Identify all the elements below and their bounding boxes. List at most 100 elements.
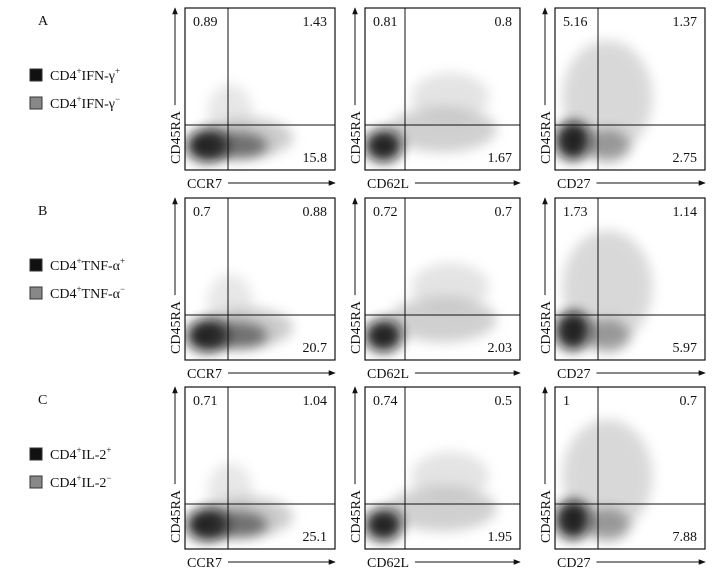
marker: TNF-α	[82, 259, 121, 274]
row-label: C	[38, 393, 47, 408]
quadrant-value: 0.81	[373, 15, 398, 30]
density-plot	[365, 451, 497, 541]
legend-swatch	[29, 475, 43, 489]
cell-sup: +	[76, 94, 81, 104]
cell-cloud	[388, 106, 497, 153]
quadrant-value: 1.43	[303, 15, 328, 30]
quadrant-value: 0.71	[193, 394, 218, 409]
quadrant-value: 1	[563, 394, 570, 409]
plot-frame	[364, 197, 521, 361]
cell-cloud	[555, 121, 591, 161]
quadrant-value: 15.8	[303, 151, 328, 166]
quadrant-value: 1.95	[488, 530, 513, 545]
cell-cloud	[207, 274, 253, 333]
marker-sup: +	[120, 256, 125, 266]
quadrant-value: 1.04	[303, 394, 328, 409]
quadrant-value: 0.5	[495, 394, 513, 409]
legend-swatch	[29, 286, 43, 300]
plot-frame	[364, 386, 521, 550]
marker-sup: +	[115, 66, 120, 76]
cell: CD4	[50, 448, 76, 463]
y-axis-label: CD45RA	[169, 300, 184, 354]
quadrant-value: 20.7	[303, 341, 328, 356]
y-axis-label: CD45RA	[539, 110, 554, 164]
row-label: B	[38, 204, 47, 219]
marker: TNF-α	[82, 287, 121, 302]
cell-cloud	[411, 72, 489, 122]
cell-cloud	[555, 311, 591, 351]
y-axis-label: CD45RA	[349, 300, 364, 354]
x-axis-label: CD62L	[367, 556, 409, 571]
marker-sup: −	[115, 94, 120, 104]
legend-label: CD4+IL-2+	[50, 445, 112, 463]
quadrant-value: 0.72	[373, 205, 398, 220]
cell-sup: +	[76, 445, 81, 455]
cell-cloud	[388, 296, 497, 343]
row-label: A	[38, 14, 49, 29]
plot-frame	[554, 386, 706, 550]
quadrant-value: 1.73	[563, 205, 588, 220]
marker-sup: +	[106, 445, 111, 455]
cell-cloud	[411, 262, 489, 312]
plot-frame	[184, 197, 336, 361]
density-plot	[555, 419, 653, 541]
quadrant-value: 7.88	[673, 530, 698, 545]
cell-cloud	[585, 319, 630, 352]
cell-cloud	[365, 508, 403, 541]
plot-frame	[554, 197, 706, 361]
y-axis-label: CD45RA	[169, 489, 184, 543]
quadrant-value: 0.8	[495, 15, 513, 30]
x-axis-label: CD27	[557, 367, 590, 382]
cell-cloud	[207, 463, 253, 522]
legend-swatch	[29, 447, 43, 461]
density-plot	[555, 40, 653, 162]
cell-cloud	[411, 451, 489, 501]
legend-swatch	[29, 96, 43, 110]
cell-cloud	[555, 500, 591, 540]
quadrant-value: 0.88	[303, 205, 328, 220]
cell-cloud	[207, 322, 268, 349]
cell-cloud	[388, 485, 497, 532]
cell-cloud	[365, 319, 403, 352]
quadrant-value: 0.74	[373, 394, 398, 409]
quadrant-value: 2.75	[673, 151, 698, 166]
x-axis-label: CCR7	[187, 367, 222, 382]
plot-frame	[184, 7, 336, 171]
quadrant-value: 0.7	[680, 394, 698, 409]
cell-sup: +	[76, 66, 81, 76]
marker: IFN-γ	[82, 69, 115, 84]
x-axis-label: CCR7	[187, 177, 222, 192]
legend-label: CD4+TNF-α−	[50, 284, 125, 302]
density-plot	[555, 230, 653, 352]
x-axis-label: CD62L	[367, 367, 409, 382]
cell: CD4	[50, 476, 76, 491]
marker-sup: −	[106, 473, 111, 483]
marker: IL-2	[82, 448, 107, 463]
legend-label: CD4+IFN-γ−	[50, 94, 120, 112]
cell: CD4	[50, 69, 76, 84]
marker: IL-2	[82, 476, 107, 491]
legend-label: CD4+TNF-α+	[50, 256, 125, 274]
y-axis-label: CD45RA	[349, 110, 364, 164]
density-plot	[186, 84, 293, 162]
x-axis-label: CD62L	[367, 177, 409, 192]
cell-cloud	[365, 129, 403, 162]
quadrant-value: 1.67	[488, 151, 513, 166]
quadrant-value: 25.1	[303, 530, 328, 545]
quadrant-value: 2.03	[488, 341, 513, 356]
y-axis-label: CD45RA	[169, 110, 184, 164]
plot-frame	[364, 7, 521, 171]
cell-cloud	[585, 508, 630, 541]
cell-cloud	[207, 84, 253, 143]
y-axis-label: CD45RA	[349, 489, 364, 543]
quadrant-value: 0.7	[193, 205, 211, 220]
